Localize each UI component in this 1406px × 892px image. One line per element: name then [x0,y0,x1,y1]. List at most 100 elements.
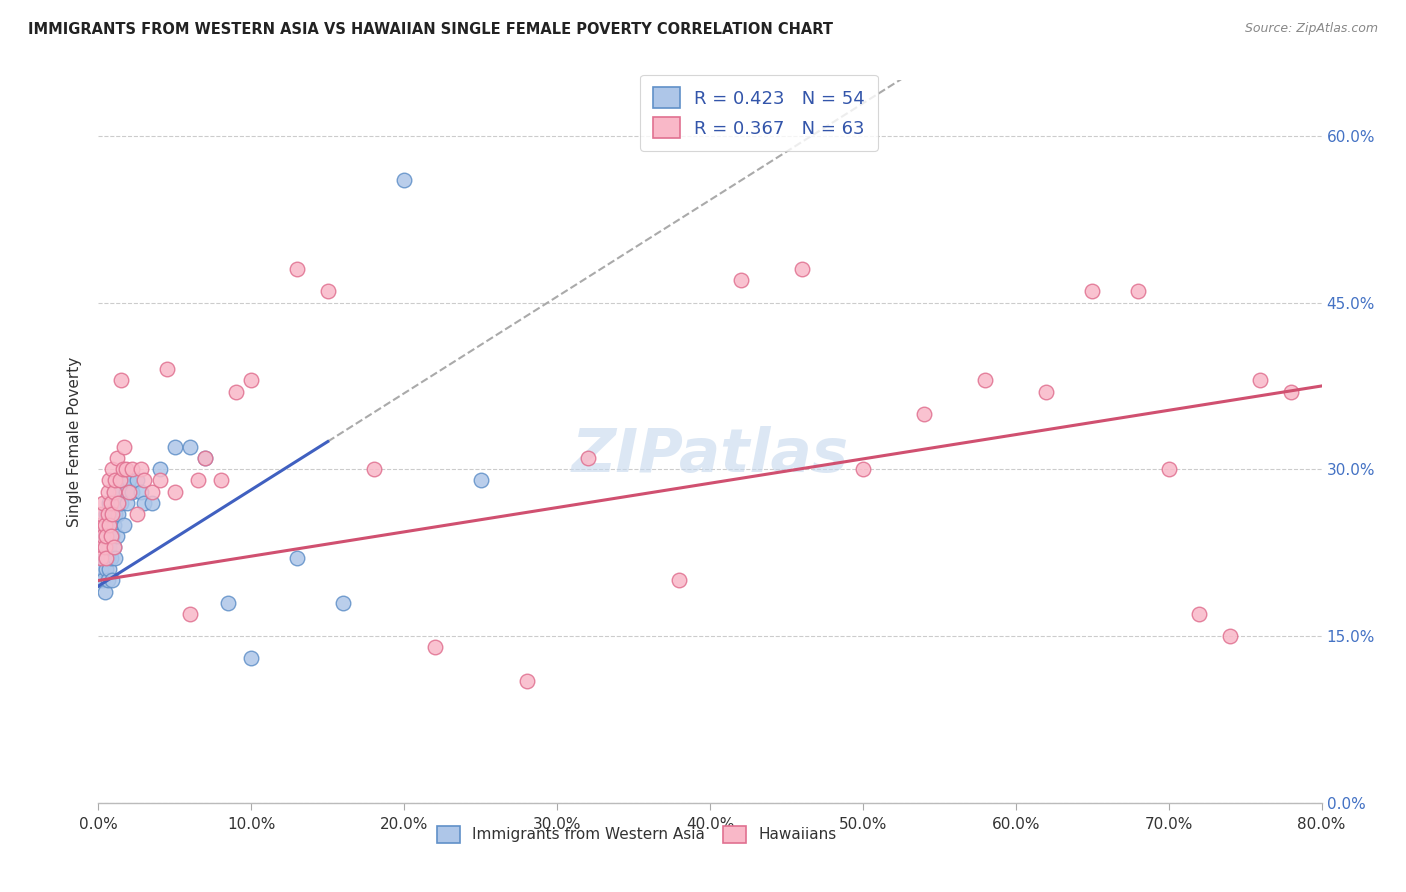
Point [104,474,127,488]
Point [89,517,111,532]
Legend: Immigrants from Western Asia, Hawaiians: Immigrants from Western Asia, Hawaiians [430,820,842,849]
Point [101,507,124,521]
Point [240,373,263,387]
Point [93,540,115,554]
Point [1081,285,1104,299]
Point [115,462,138,476]
Point [134,496,156,510]
Point [392,173,416,187]
Point [89,551,111,566]
Point [105,496,128,510]
Point [89,574,111,588]
Point [163,484,186,499]
Point [100,551,122,566]
Point [107,507,129,521]
Point [576,451,599,466]
Point [118,474,141,488]
Point [97,507,120,521]
Point [103,540,125,554]
Point [912,407,935,421]
Point [90,507,112,521]
Point [187,474,209,488]
Point [790,262,813,277]
Text: IMMIGRANTS FROM WESTERN ASIA VS HAWAIIAN SINGLE FEMALE POVERTY CORRELATION CHART: IMMIGRANTS FROM WESTERN ASIA VS HAWAIIAN… [28,22,834,37]
Point [332,596,354,610]
Point [110,373,132,387]
Point [1157,462,1180,476]
Point [94,551,117,566]
Point [111,474,134,488]
Point [103,484,125,499]
Point [179,607,201,621]
Point [129,484,152,499]
Point [470,474,492,488]
Point [209,474,232,488]
Point [98,517,121,532]
Point [104,551,127,566]
Point [103,484,125,499]
Point [93,551,115,566]
Point [91,574,114,588]
Point [107,496,129,510]
Point [101,529,124,543]
Point [90,562,112,576]
Point [98,496,121,510]
Point [194,451,217,466]
Point [363,462,385,476]
Point [91,496,114,510]
Point [225,384,247,399]
Point [97,574,120,588]
Point [104,507,127,521]
Point [141,484,163,499]
Point [100,529,122,543]
Point [179,440,201,454]
Point [134,474,156,488]
Point [1188,607,1211,621]
Point [112,517,135,532]
Point [93,584,115,599]
Point [112,440,135,454]
Y-axis label: Single Female Poverty: Single Female Poverty [67,357,83,526]
Point [240,651,263,665]
Point [285,262,308,277]
Point [98,562,121,576]
Point [89,540,111,554]
Point [94,540,117,554]
Point [668,574,690,588]
Point [1219,629,1241,643]
Point [93,529,115,543]
Point [91,529,114,543]
Point [98,540,121,554]
Point [94,562,117,576]
Point [101,574,124,588]
Point [285,551,308,566]
Point [730,273,752,287]
Point [125,474,148,488]
Point [156,362,179,376]
Point [108,474,131,488]
Point [125,507,148,521]
Point [516,673,538,688]
Point [105,451,128,466]
Point [423,640,446,655]
Point [110,496,132,510]
Text: Source: ZipAtlas.com: Source: ZipAtlas.com [1244,22,1378,36]
Point [90,529,112,543]
Point [97,484,120,499]
Point [93,517,115,532]
Point [100,496,122,510]
Point [97,517,120,532]
Point [149,474,172,488]
Point [121,462,143,476]
Point [90,551,112,566]
Point [108,484,131,499]
Point [129,462,152,476]
Point [194,451,217,466]
Point [101,462,124,476]
Point [163,440,186,454]
Point [91,517,114,532]
Point [117,496,139,510]
Point [1035,384,1057,399]
Point [121,484,143,499]
Point [94,529,117,543]
